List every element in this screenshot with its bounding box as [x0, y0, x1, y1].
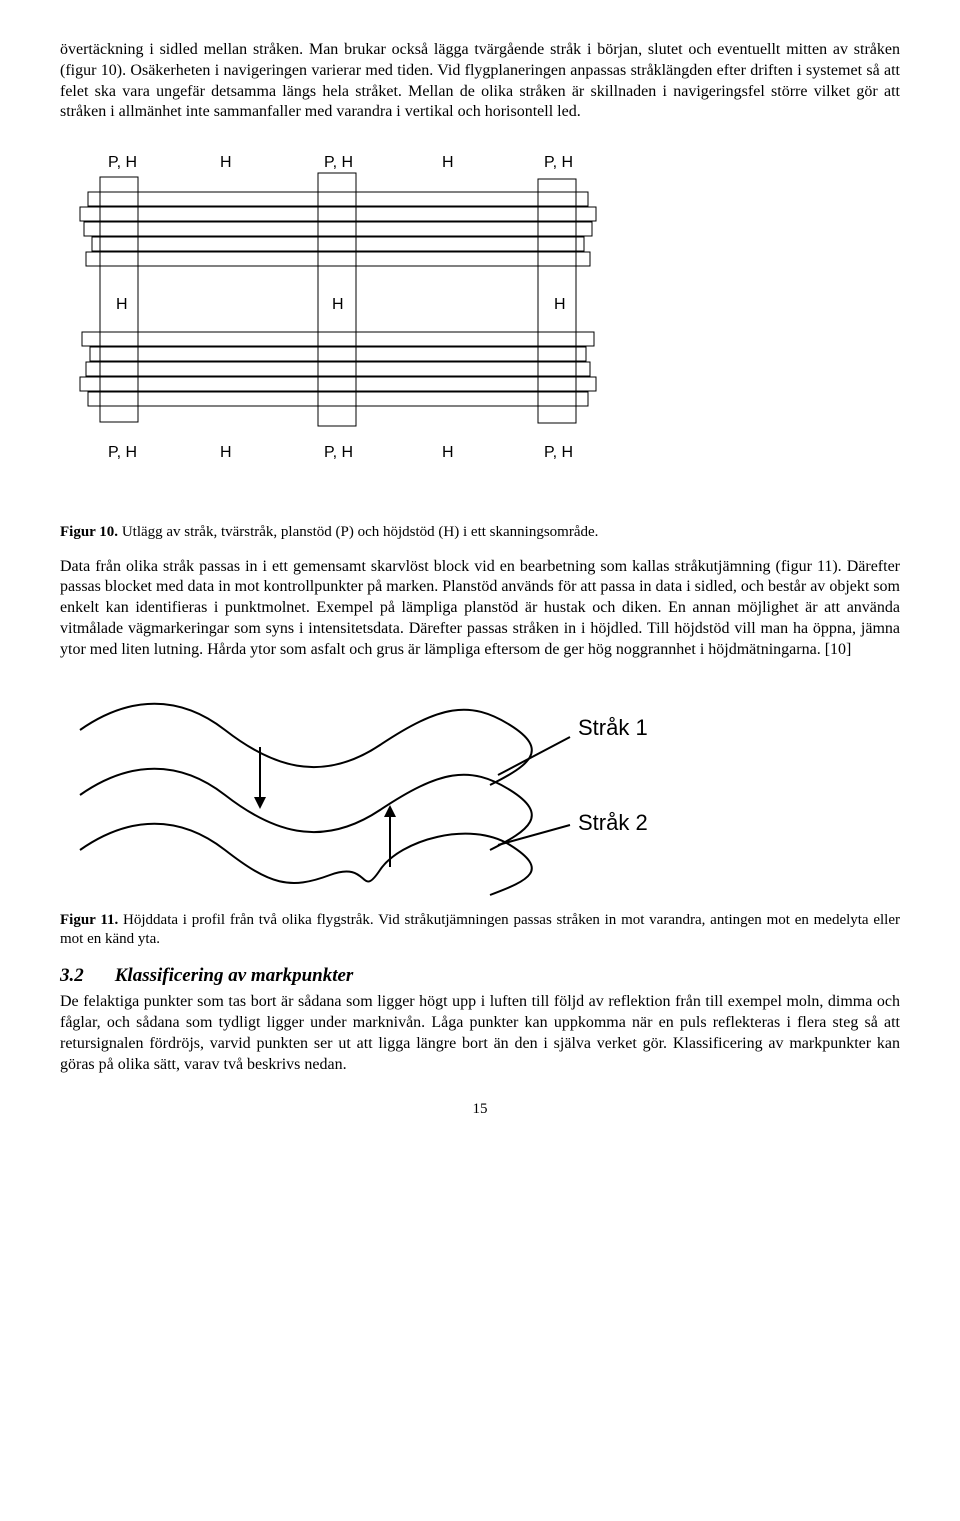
fig10-label-top-0: P, H — [108, 154, 137, 171]
fig10-label-top-3: H — [442, 154, 454, 171]
fig10-label-bot-3: H — [442, 444, 454, 461]
figure-10-caption-rest: Utlägg av stråk, tvärstråk, planstöd (P)… — [118, 524, 598, 540]
fig10-label-bot-1: H — [220, 444, 232, 461]
section-number: 3.2 — [60, 964, 110, 989]
figure-10-caption-bold: Figur 10. — [60, 524, 118, 540]
fig10-label-bot-0: P, H — [108, 444, 137, 461]
body-paragraph-3: De felaktiga punkter som tas bort är såd… — [60, 992, 900, 1075]
figure-11: Stråk 1 Stråk 2 — [60, 675, 900, 905]
section-title: Klassificering av markpunkter — [115, 965, 354, 986]
figure-11-caption-rest: Höjddata i profil från två olika flygstr… — [60, 912, 900, 948]
figure-10: P, H H P, H H P, H H H H P, H H P, H H P… — [60, 137, 900, 517]
fig10-label-top-2: P, H — [324, 154, 353, 171]
fig10-label-top-1: H — [220, 154, 232, 171]
fig10-label-mid-0: H — [116, 296, 128, 313]
page-number: 15 — [60, 1100, 900, 1120]
fig10-label-mid-2: H — [554, 296, 566, 313]
fig10-label-top-4: P, H — [544, 154, 573, 171]
body-paragraph-1: övertäckning i sidled mellan stråken. Ma… — [60, 40, 900, 123]
fig11-label-1: Stråk 1 — [578, 715, 648, 740]
figure-10-caption: Figur 10. Utlägg av stråk, tvärstråk, pl… — [60, 523, 900, 543]
fig10-label-mid-1: H — [332, 296, 344, 313]
body-paragraph-2: Data från olika stråk passas in i ett ge… — [60, 557, 900, 661]
figure-11-caption: Figur 11. Höjddata i profil från två oli… — [60, 911, 900, 950]
figure-11-caption-bold: Figur 11. — [60, 912, 118, 928]
fig10-label-bot-4: P, H — [544, 444, 573, 461]
section-heading: 3.2 Klassificering av markpunkter — [60, 964, 900, 989]
fig10-label-bot-2: P, H — [324, 444, 353, 461]
fig11-label-2: Stråk 2 — [578, 810, 648, 835]
